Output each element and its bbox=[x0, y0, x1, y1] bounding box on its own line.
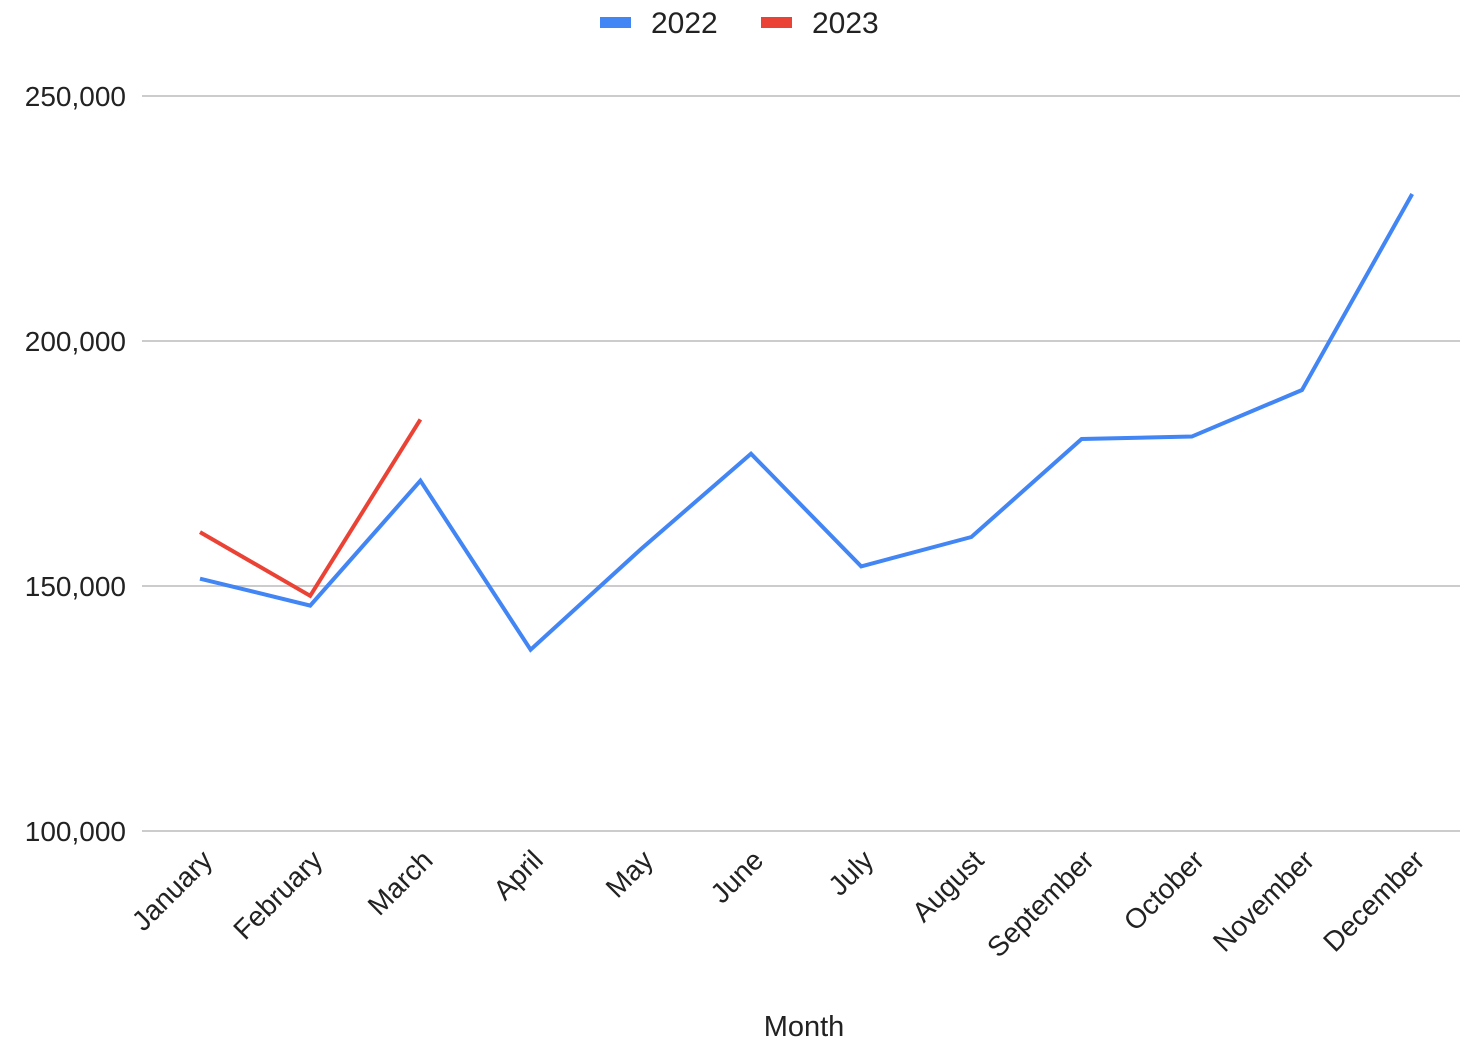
y-axis-ticks: 100,000 150,000 200,000 250,000 bbox=[25, 81, 126, 847]
series-lines bbox=[198, 193, 1414, 653]
legend-swatch bbox=[761, 17, 792, 28]
legend-item-2022: 2022 bbox=[600, 7, 718, 40]
x-tick-label: January bbox=[126, 844, 218, 936]
series-line-2023 bbox=[198, 418, 423, 599]
x-tick-label: September bbox=[981, 844, 1100, 963]
x-tick-label: December bbox=[1317, 844, 1430, 957]
x-tick-label: July bbox=[822, 844, 879, 901]
y-tick-label: 100,000 bbox=[25, 816, 126, 847]
legend-swatch bbox=[600, 17, 631, 28]
legend-label: 2023 bbox=[812, 7, 879, 40]
series-line-2022 bbox=[199, 193, 1414, 653]
legend: 2022 2023 bbox=[600, 7, 879, 40]
x-tick-label: August bbox=[906, 844, 990, 928]
x-tick-label: April bbox=[487, 844, 549, 906]
x-axis-label: Month bbox=[764, 1011, 845, 1043]
x-tick-label: May bbox=[600, 844, 659, 903]
gridlines bbox=[142, 95, 1460, 832]
x-axis-ticks: January February March April May June July Augu… bbox=[126, 844, 1431, 963]
legend-label: 2022 bbox=[651, 7, 718, 40]
y-tick-label: 200,000 bbox=[25, 326, 126, 357]
x-tick-label: June bbox=[704, 844, 769, 909]
x-tick-label: October bbox=[1118, 844, 1210, 936]
y-tick-label: 150,000 bbox=[25, 571, 126, 602]
x-tick-label: March bbox=[362, 844, 439, 921]
x-tick-label: November bbox=[1207, 844, 1320, 957]
x-tick-label: February bbox=[227, 844, 328, 945]
legend-item-2023: 2023 bbox=[761, 7, 879, 40]
y-tick-label: 250,000 bbox=[25, 81, 126, 112]
